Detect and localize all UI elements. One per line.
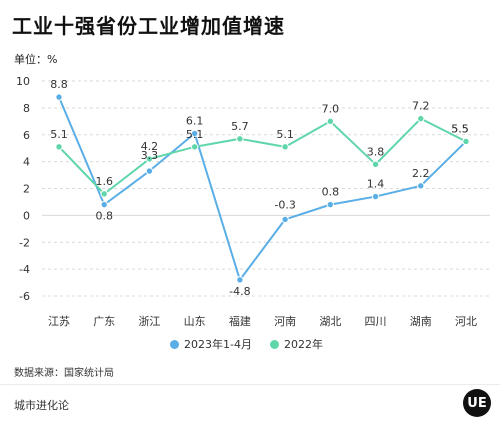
x-tick-label: 山东: [184, 315, 206, 328]
data-label-2023: 0.8: [322, 186, 340, 199]
x-tick-label: 江苏: [48, 315, 70, 328]
x-tick-label: 四川: [365, 315, 387, 328]
data-point-2023: [281, 215, 289, 224]
data-label-2022: 1.6: [95, 175, 113, 188]
y-axis-unit: 单位：%: [14, 53, 58, 66]
data-label-2022: 7.2: [412, 100, 430, 113]
data-point-2023: [145, 167, 154, 175]
data-source: 数据来源：国家统计局: [14, 368, 114, 379]
data-point-2022: [462, 137, 470, 146]
x-tick-label: 湖南: [410, 315, 432, 328]
x-tick-label: 浙江: [138, 315, 160, 328]
legend-item-2022: 2022年: [269, 336, 323, 352]
data-label-2022: 5.1: [276, 128, 294, 141]
data-point-2023: [371, 192, 380, 201]
data-label-2023: -0.3: [274, 198, 295, 211]
data-point-2022: [236, 135, 244, 143]
legend-label-2023: 2023年1-4月: [184, 338, 252, 351]
data-label-2022: 5.1: [186, 128, 204, 141]
x-tick-label: 河南: [274, 315, 296, 328]
data-point-2023: [417, 182, 425, 190]
data-point-2022: [55, 143, 63, 151]
brand-logo: UE: [463, 389, 491, 417]
y-tick-label: 4: [23, 156, 30, 169]
legend-swatch-2022: [269, 339, 279, 349]
data-point-2022: [371, 160, 380, 169]
x-tick-label: 广东: [93, 315, 115, 328]
chart-legend: 2023年1-4月 2022年: [170, 336, 323, 352]
brand-name: 城市进化论: [14, 399, 69, 412]
data-label-2022: 5.1: [50, 128, 68, 141]
data-label-2023: -4.8: [229, 285, 250, 298]
data-point-2023: [100, 200, 108, 209]
data-point-2023: [55, 93, 63, 101]
legend-swatch-2023: [170, 339, 179, 349]
data-label-2022: 3.8: [367, 145, 385, 158]
data-label-2022: 5.7: [231, 120, 249, 133]
y-tick-label: 2: [23, 183, 30, 196]
data-point-2022: [417, 114, 425, 123]
legend-item-2023: 2023年1-4月: [170, 336, 252, 352]
data-label-2023: 2.2: [412, 167, 430, 180]
data-point-2022: [281, 143, 289, 151]
data-label-2022: 5.5: [451, 122, 469, 135]
data-label-2022: 7.0: [322, 102, 340, 115]
x-tick-label: 湖北: [319, 315, 341, 328]
y-tick-label: -6: [19, 290, 30, 303]
data-label-2023: 1.4: [367, 178, 385, 191]
legend-label-2022: 2022年: [283, 338, 323, 351]
data-point-2023: [236, 276, 244, 284]
data-point-2022: [145, 155, 154, 163]
data-label-2022: 4.2: [141, 140, 159, 153]
data-label-2023: 3.3: [141, 149, 159, 162]
data-label-2023: 6.1: [186, 114, 204, 127]
data-point-2022: [190, 143, 199, 151]
y-tick-label: -2: [19, 236, 30, 249]
data-point-2023: [190, 129, 199, 138]
x-tick-label: 福建: [229, 314, 251, 328]
data-point-2022: [100, 190, 108, 198]
x-tick-label: 河北: [455, 315, 477, 328]
y-tick-label: -4: [19, 263, 30, 276]
y-tick-label: 10: [16, 75, 30, 88]
series-line-2022: [58, 117, 467, 195]
data-point-2022: [326, 117, 335, 126]
data-label-2023: 5.5: [451, 122, 469, 135]
page-title: 工业十强省份工业增加值增速: [12, 14, 285, 38]
y-tick-label: 8: [23, 102, 30, 115]
y-tick-label: 0: [23, 209, 30, 222]
y-tick-label: 6: [23, 129, 30, 142]
series-line-2023: [58, 96, 467, 281]
footer-divider: [0, 384, 500, 385]
data-point-2023: [326, 200, 335, 209]
data-label-2023: 8.8: [50, 78, 68, 91]
data-label-2023: 0.8: [95, 210, 113, 223]
